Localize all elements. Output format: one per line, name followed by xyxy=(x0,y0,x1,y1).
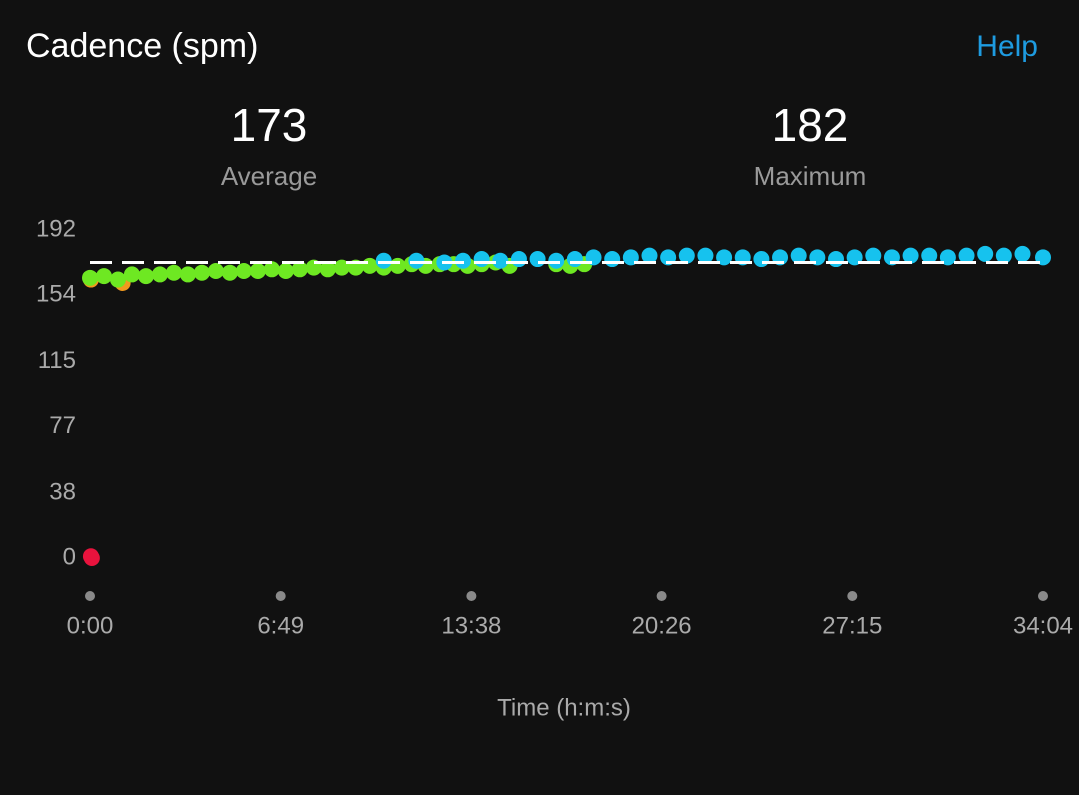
x-tick-dot xyxy=(1038,591,1048,601)
data-point xyxy=(510,251,527,268)
data-point xyxy=(902,247,919,264)
x-tick-dot xyxy=(466,591,477,601)
x-tick-label: 27:15 xyxy=(822,612,882,639)
data-point xyxy=(529,251,546,268)
data-point xyxy=(827,251,844,268)
y-tick-label: 0 xyxy=(63,543,76,570)
data-point xyxy=(958,247,975,264)
x-tick-label: 0:00 xyxy=(67,612,114,639)
x-tick-label: 13:38 xyxy=(441,612,501,639)
data-point xyxy=(921,247,938,264)
data-point xyxy=(137,268,154,285)
data-point xyxy=(473,251,490,268)
stat-label: Average xyxy=(221,161,317,191)
data-point xyxy=(263,261,280,278)
data-point xyxy=(361,257,378,274)
y-tick-label: 154 xyxy=(36,280,76,307)
data-point xyxy=(82,269,98,286)
x-axis-title: Time (h:m:s) xyxy=(497,694,631,721)
x-tick-dot xyxy=(85,591,95,601)
data-point xyxy=(977,245,994,262)
x-tick-dot xyxy=(656,591,667,601)
data-point xyxy=(678,247,695,264)
data-point xyxy=(319,261,336,278)
data-point xyxy=(566,251,583,268)
data-point xyxy=(207,263,224,279)
data-point xyxy=(193,264,210,281)
data-point xyxy=(408,252,425,269)
y-tick-label: 77 xyxy=(49,412,76,439)
x-tick-label: 20:26 xyxy=(632,612,692,639)
x-tick-dot xyxy=(275,591,286,601)
data-point xyxy=(291,261,308,278)
y-tick-label: 115 xyxy=(38,347,76,374)
data-point xyxy=(221,264,238,281)
data-point xyxy=(865,247,882,264)
data-point xyxy=(604,251,621,268)
data-point xyxy=(123,266,140,283)
data-point xyxy=(179,266,196,283)
data-point xyxy=(454,252,471,269)
x-tick-label: 6:49 xyxy=(257,612,304,639)
data-point xyxy=(333,259,350,276)
stat-label: Maximum xyxy=(754,161,867,191)
data-point xyxy=(375,252,392,269)
data-point xyxy=(389,257,406,274)
data-point xyxy=(83,550,100,566)
data-point xyxy=(235,263,252,279)
x-tick-dot xyxy=(847,591,858,601)
data-point xyxy=(151,266,168,283)
data-point xyxy=(548,252,565,269)
title: Cadence (spm) xyxy=(26,27,258,65)
data-point xyxy=(277,263,294,279)
stat-value: 173 xyxy=(231,99,308,151)
help-link[interactable]: Help xyxy=(976,30,1038,63)
x-tick-label: 34:04 xyxy=(1013,612,1073,639)
data-point xyxy=(249,263,266,279)
data-point xyxy=(753,251,770,268)
data-point xyxy=(1014,245,1031,262)
data-point xyxy=(790,247,807,264)
y-tick-label: 192 xyxy=(36,215,76,242)
data-point xyxy=(641,247,658,264)
data-point xyxy=(109,271,126,288)
stat-value: 182 xyxy=(772,99,849,151)
data-point xyxy=(165,264,182,281)
data-point xyxy=(716,249,733,266)
data-point xyxy=(492,252,509,269)
data-point xyxy=(697,247,714,264)
data-point xyxy=(995,247,1012,264)
data-point xyxy=(95,268,112,285)
y-tick-label: 38 xyxy=(49,478,76,505)
